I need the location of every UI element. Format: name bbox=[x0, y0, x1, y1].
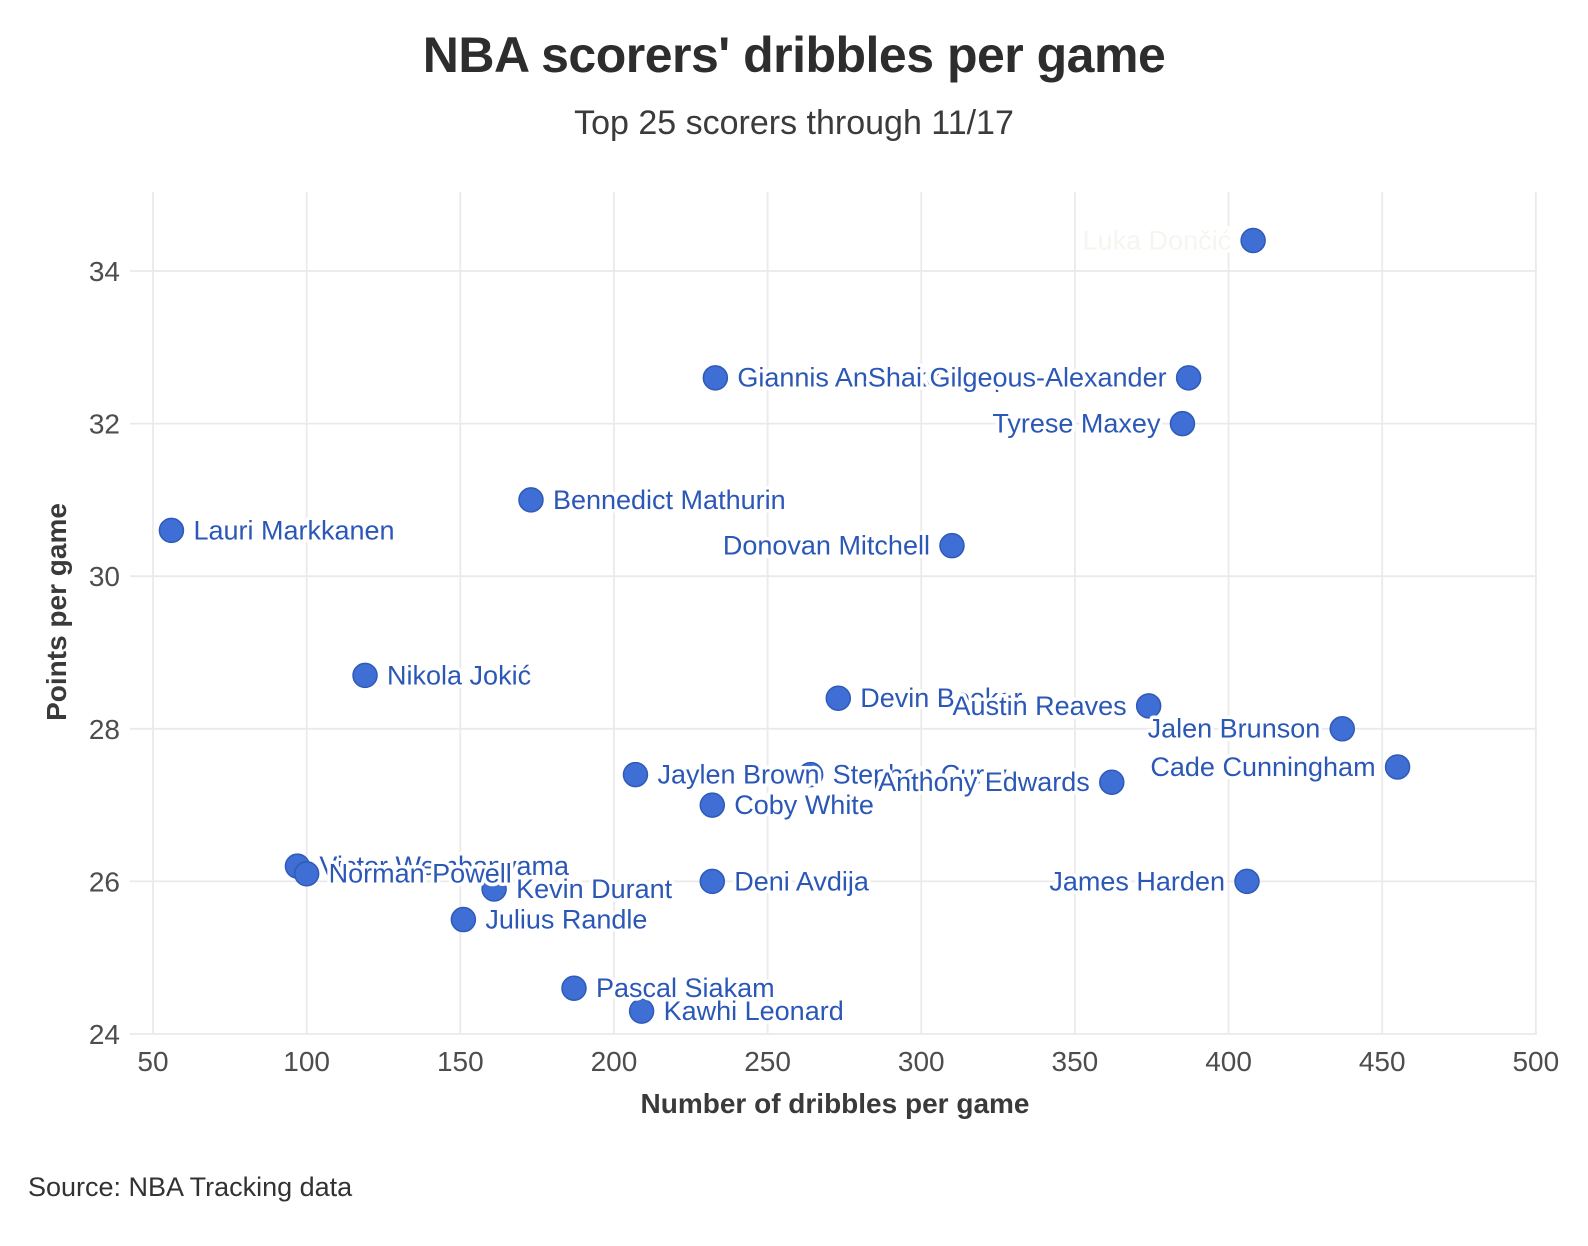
y-tick-label-28: 28 bbox=[89, 714, 120, 745]
point-label-coby-white: Coby White bbox=[734, 790, 874, 820]
point-label-nikola-joki: Nikola Jokić bbox=[387, 660, 531, 690]
point-label-kawhi-leonard: Kawhi Leonard bbox=[664, 996, 844, 1026]
point-label-giannis-antetokounmpo: Giannis Antetokounmpo bbox=[737, 363, 1024, 393]
point-james-harden bbox=[1234, 868, 1260, 895]
x-tick-label-400: 400 bbox=[1205, 1046, 1252, 1077]
point-anthony-edwards bbox=[1099, 769, 1125, 795]
point-nikola-joki bbox=[352, 662, 378, 689]
point-label-pascal-siakam: Pascal Siakam bbox=[596, 973, 775, 1003]
x-tick-label-300: 300 bbox=[898, 1046, 945, 1077]
point-label-donovan-mitchell: Donovan Mitchell bbox=[723, 531, 930, 561]
point-label-luka-don-i: Luka Dončić bbox=[1083, 225, 1232, 255]
source-note: Source: NBA Tracking data bbox=[28, 1172, 353, 1202]
point-label-victor-wembanyama: Victor Wembanyama bbox=[319, 851, 570, 881]
y-tick-label-30: 30 bbox=[89, 561, 120, 592]
point-label-jaylen-brown: Jaylen Brown bbox=[657, 759, 819, 789]
x-tick-label-150: 150 bbox=[437, 1046, 484, 1077]
point-cade-cunningham bbox=[1384, 754, 1411, 780]
point-coby-white bbox=[699, 792, 726, 818]
point-julius-randle bbox=[450, 906, 477, 933]
point-label-kevin-durant: Kevin Durant bbox=[516, 874, 673, 904]
x-tick-label-250: 250 bbox=[744, 1046, 791, 1077]
point-label-julius-randle: Julius Randle bbox=[485, 904, 647, 934]
y-tick-label-34: 34 bbox=[89, 256, 120, 287]
point-label-stephen-curry: Stephen Curry bbox=[833, 759, 1008, 789]
y-tick-label-24: 24 bbox=[89, 1019, 120, 1050]
point-jaylen-brown bbox=[622, 761, 649, 788]
point-tyrese-maxey bbox=[1169, 410, 1196, 437]
x-tick-label-100: 100 bbox=[283, 1046, 330, 1077]
point-bennedict-mathurin bbox=[518, 487, 544, 513]
point-jalen-brunson bbox=[1329, 716, 1356, 742]
point-donovan-mitchell bbox=[939, 532, 965, 559]
point-label-norman-powell: Norman Powell bbox=[329, 859, 512, 889]
x-tick-label-50: 50 bbox=[137, 1046, 168, 1077]
point-label-jalen-brunson: Jalen Brunson bbox=[1148, 714, 1321, 744]
x-tick-label-200: 200 bbox=[591, 1046, 638, 1077]
point-lauri-markkanen bbox=[158, 517, 185, 544]
x-tick-label-350: 350 bbox=[1052, 1046, 1099, 1077]
point-devin-booker bbox=[825, 685, 852, 712]
y-axis-title: Points per game bbox=[41, 503, 72, 721]
chart-subtitle: Top 25 scorers through 11/17 bbox=[574, 104, 1014, 142]
point-label-austin-reaves: Austin Reaves bbox=[953, 691, 1127, 721]
point-label-anthony-edwards: Anthony Edwards bbox=[878, 767, 1090, 797]
point-label-tyrese-maxey: Tyrese Maxey bbox=[992, 409, 1161, 439]
y-tick-label-26: 26 bbox=[89, 866, 120, 897]
point-stephen-curry bbox=[797, 761, 824, 788]
point-deni-avdija bbox=[699, 868, 726, 895]
point-label-cade-cunningham: Cade Cunningham bbox=[1150, 752, 1375, 782]
x-tick-label-500: 500 bbox=[1512, 1046, 1559, 1077]
point-kawhi-leonard bbox=[628, 998, 655, 1024]
point-label-shai-gilgeous-alexander: Shai Gilgeous-Alexander bbox=[868, 363, 1167, 393]
point-pascal-siakam bbox=[561, 975, 587, 1001]
x-axis-title: Number of dribbles per game bbox=[641, 1088, 1030, 1119]
x-tick-label-450: 450 bbox=[1359, 1046, 1406, 1077]
point-shai-gilgeous-alexander bbox=[1175, 365, 1202, 391]
point-giannis-antetokounmpo bbox=[702, 365, 729, 391]
chart-title: NBA scorers' dribbles per game bbox=[422, 27, 1166, 83]
point-kevin-durant bbox=[481, 876, 507, 902]
y-tick-label-32: 32 bbox=[89, 409, 120, 440]
point-label-devin-booker: Devin Booker bbox=[860, 683, 1022, 713]
point-norman-powell bbox=[293, 861, 320, 887]
point-label-deni-avdija: Deni Avdija bbox=[734, 866, 870, 896]
point-label-bennedict-mathurin: Bennedict Mathurin bbox=[553, 485, 786, 515]
point-label-james-harden: James Harden bbox=[1049, 866, 1225, 896]
point-luka-don-i bbox=[1240, 227, 1266, 254]
point-label-lauri-markkanen: Lauri Markkanen bbox=[193, 515, 394, 545]
point-austin-reaves bbox=[1135, 693, 1162, 719]
